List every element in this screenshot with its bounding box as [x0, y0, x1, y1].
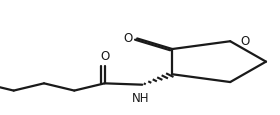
Text: O: O — [123, 32, 133, 45]
Text: O: O — [100, 49, 109, 62]
Text: NH: NH — [132, 91, 150, 104]
Text: O: O — [240, 34, 249, 47]
